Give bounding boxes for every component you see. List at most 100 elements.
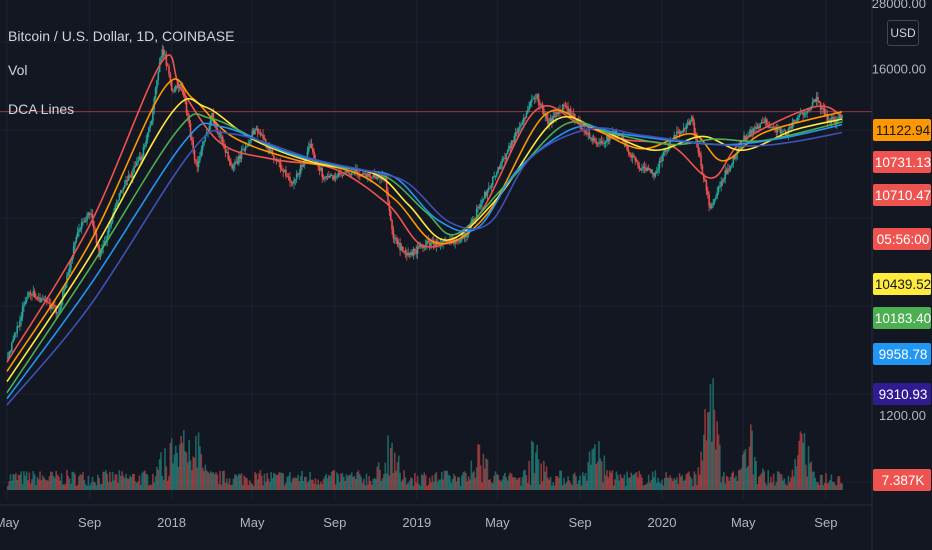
volume-bar bbox=[744, 449, 747, 490]
candle-body bbox=[39, 297, 41, 303]
volume-bar bbox=[627, 477, 630, 490]
candle-body bbox=[212, 113, 215, 121]
volume-bar bbox=[706, 412, 709, 490]
volume-bar bbox=[168, 475, 170, 490]
candle-body bbox=[307, 147, 310, 152]
candle-body bbox=[768, 127, 771, 129]
candle-body bbox=[117, 200, 119, 205]
candle-body bbox=[483, 192, 486, 200]
volume-bar bbox=[600, 461, 603, 490]
candle-body bbox=[477, 207, 479, 209]
volume-bar bbox=[350, 472, 353, 490]
currency-button[interactable]: USD bbox=[887, 20, 919, 46]
candle-body bbox=[92, 220, 95, 229]
candle-body bbox=[244, 146, 247, 151]
volume-bar bbox=[651, 471, 654, 490]
candle-body bbox=[334, 176, 337, 178]
candle-body bbox=[548, 122, 551, 124]
volume-bar bbox=[282, 473, 285, 490]
volume-bar bbox=[469, 479, 471, 490]
volume-bar bbox=[404, 477, 407, 490]
volume-bar bbox=[344, 481, 346, 490]
volume-bar bbox=[658, 481, 661, 490]
volume-bar bbox=[444, 471, 447, 490]
volume-bar bbox=[307, 480, 310, 490]
candle-body bbox=[590, 137, 592, 139]
volume-bar bbox=[434, 473, 436, 490]
volume-bar bbox=[504, 472, 506, 490]
volume-bar bbox=[338, 482, 341, 490]
candle-body bbox=[759, 123, 761, 129]
volume-bar bbox=[235, 474, 237, 490]
volume-bar bbox=[393, 452, 396, 490]
candle-body bbox=[415, 250, 418, 254]
dca-line-3 bbox=[6, 98, 843, 383]
volume-bar bbox=[188, 440, 190, 490]
volume-bar bbox=[216, 474, 219, 490]
volume-bar bbox=[101, 483, 103, 490]
indicator-dca-lines[interactable]: DCA Lines bbox=[8, 101, 75, 117]
volume-bar bbox=[795, 466, 798, 490]
x-tick-label: May bbox=[731, 515, 756, 530]
volume-bar bbox=[701, 460, 704, 490]
candle-body bbox=[199, 155, 201, 161]
candle-body bbox=[7, 357, 9, 359]
volume-bar bbox=[247, 484, 250, 490]
volume-bar bbox=[567, 476, 569, 490]
indicator-vol[interactable]: Vol bbox=[8, 62, 28, 78]
volume-bar bbox=[588, 451, 591, 490]
candle-body bbox=[588, 132, 591, 139]
candle-body bbox=[529, 101, 532, 107]
volume-bar bbox=[572, 474, 575, 490]
volume-bar bbox=[713, 409, 716, 490]
candle-body bbox=[131, 172, 134, 178]
volume-bar bbox=[361, 482, 364, 490]
volume-bar bbox=[645, 484, 647, 490]
volume-bar bbox=[737, 470, 740, 490]
price-label: 10183.40 bbox=[875, 311, 931, 326]
candle-body bbox=[688, 121, 690, 126]
candle-body bbox=[634, 157, 637, 161]
y-tick-label: 1200.00 bbox=[879, 408, 926, 423]
volume-bar bbox=[520, 485, 522, 490]
volume-bar bbox=[146, 474, 149, 490]
volume-bar bbox=[317, 479, 319, 490]
candle-body bbox=[818, 100, 821, 103]
candle-body bbox=[803, 114, 806, 116]
volume-bar bbox=[192, 456, 195, 490]
volume-bar bbox=[540, 463, 542, 490]
volume-bar bbox=[838, 475, 841, 490]
volume-bar bbox=[580, 485, 583, 490]
volume-bar bbox=[381, 477, 384, 490]
volume-bar bbox=[740, 468, 743, 490]
volume-bar bbox=[149, 484, 152, 490]
volume-bar bbox=[662, 485, 665, 490]
volume-bar bbox=[19, 475, 21, 490]
candle-body bbox=[110, 222, 113, 226]
volume-bar bbox=[172, 463, 174, 490]
volume-bar bbox=[56, 474, 59, 490]
volume-bar bbox=[544, 471, 547, 490]
volume-bar bbox=[646, 483, 649, 490]
volume-bar bbox=[478, 444, 481, 490]
candle-body bbox=[298, 173, 301, 175]
candle-body bbox=[149, 124, 152, 128]
volume-bar bbox=[715, 449, 717, 490]
candle-body bbox=[31, 294, 33, 296]
volume-bar bbox=[281, 472, 283, 490]
volume-bar bbox=[348, 475, 350, 490]
candle-body bbox=[146, 132, 149, 141]
candle-body bbox=[145, 140, 147, 146]
volume-bar bbox=[814, 477, 817, 490]
volume-bar bbox=[759, 475, 761, 490]
candle-body bbox=[666, 149, 669, 152]
candle-body bbox=[324, 176, 326, 179]
candle-body bbox=[827, 119, 830, 122]
volume-bar bbox=[131, 473, 134, 490]
volume-bar bbox=[582, 472, 584, 490]
candle-body bbox=[15, 332, 17, 334]
volume-bar bbox=[642, 485, 645, 490]
candle-body bbox=[294, 179, 297, 181]
volume-bar bbox=[49, 471, 52, 490]
